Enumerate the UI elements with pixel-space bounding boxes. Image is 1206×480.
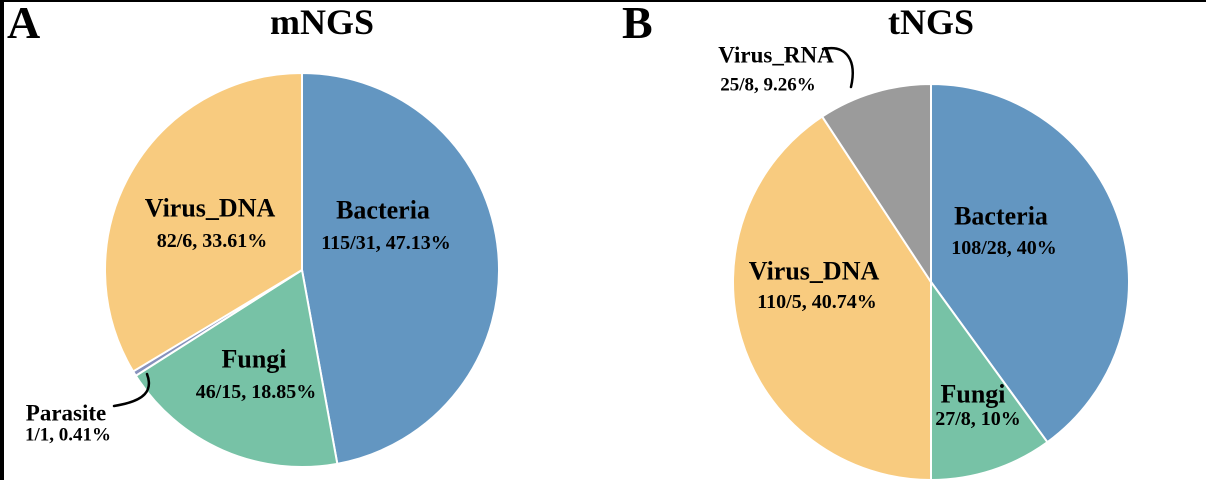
pie-a-bacteria-value: 115/31, 47.13%	[321, 232, 451, 254]
pie-b-slice-virus_rna	[821, 83, 932, 283]
pie-a-parasite-label: Parasite	[25, 400, 107, 426]
pie-b-virus-dna-label: Virus_DNA	[748, 256, 880, 286]
panel-b-letter: B	[622, 0, 653, 48]
pie-a-virus-dna-value: 82/6, 33.61%	[156, 230, 268, 252]
pie-b-fungi-label: Fungi	[940, 379, 1006, 409]
pie-a-virus-dna-label: Virus_DNA	[144, 193, 276, 223]
pie-a-slice-fungi	[134, 269, 339, 469]
pie-a-fungi-value: 46/15, 18.85%	[195, 381, 317, 403]
pie-chart-mngs	[104, 72, 500, 469]
pie-b-bacteria-value: 108/28, 40%	[951, 237, 1057, 259]
pie-chart-tngs	[732, 83, 1130, 480]
pie-a-slice-virus_dna	[104, 72, 303, 373]
pie-b-bacteria-label: Bacteria	[954, 201, 1048, 231]
panel-a-title: mNGS	[269, 2, 375, 43]
pie-b-virus-rna-label: Virus_RNA	[718, 42, 834, 68]
panel-a-letter: A	[7, 0, 41, 48]
panel-b-title: tNGS	[887, 2, 975, 43]
pie-b-slice-bacteria	[930, 83, 1130, 444]
figure-top-border	[0, 0, 1206, 2]
pie-b-virus-dna-value: 110/5, 40.74%	[757, 291, 877, 313]
pie-a-slice-bacteria	[301, 72, 500, 465]
pie-a-fungi-label: Fungi	[221, 344, 287, 374]
figure-left-border	[0, 0, 4, 480]
pie-b-virus-rna-value: 25/8, 9.26%	[720, 74, 816, 96]
pie-a-parasite-value: 1/1, 0.41%	[24, 424, 112, 446]
virus-rna-leader-line	[821, 46, 854, 89]
pie-b-fungi-value: 27/8, 10%	[935, 408, 1021, 430]
parasite-leader-line	[112, 372, 151, 408]
pie-a-bacteria-label: Bacteria	[336, 195, 430, 225]
